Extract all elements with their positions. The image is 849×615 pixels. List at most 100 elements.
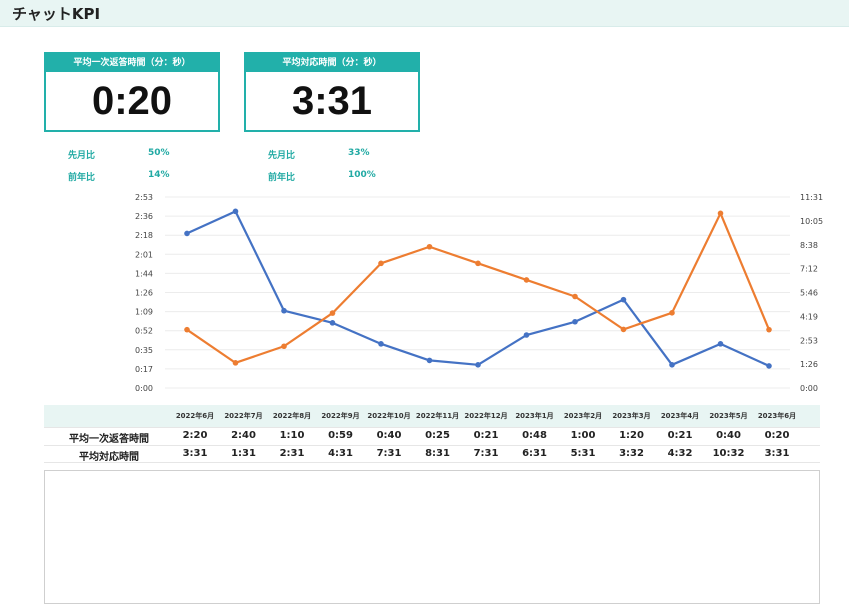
table-column-header: 2023年6月 <box>757 412 797 420</box>
left-axis-tick-label: 1:09 <box>135 308 153 317</box>
left-axis-tick-label: 0:35 <box>135 346 153 355</box>
data-point-first-response <box>329 320 336 326</box>
table-column-header: 2022年9月 <box>321 412 360 420</box>
table-column-header: 2023年2月 <box>563 412 603 420</box>
left-axis-tick-label: 1:44 <box>135 269 153 278</box>
table-cell: 2:31 <box>279 448 305 459</box>
data-point-handle-time <box>475 260 481 267</box>
table-column-header: 2022年8月 <box>272 412 312 420</box>
left-axis-tick-label: 2:18 <box>135 231 153 240</box>
table-cell: 8:31 <box>425 448 450 459</box>
left-axis-tick-label: 0:52 <box>135 327 153 336</box>
data-point-first-response <box>281 307 287 314</box>
kpi-yoy-label: 前年比 <box>268 173 296 183</box>
kpi-yoy-label: 前年比 <box>68 173 96 183</box>
data-point-handle-time <box>766 326 772 333</box>
right-axis-tick-label: 5:46 <box>800 289 818 298</box>
data-point-handle-time <box>572 293 578 300</box>
data-point-first-response <box>620 296 627 303</box>
kpi-card-label: 平均一次返答時間（分：秒） <box>46 54 218 72</box>
table-cell: 0:20 <box>764 430 790 441</box>
right-axis-tick-label: 4:19 <box>800 312 818 321</box>
kpi-line-chart: 0:00 0:17 0:35 0:52 1:09 1:26 1:44 2:01 2:18 2:36… <box>135 193 823 393</box>
table-row-label: 平均対応時間 <box>79 452 139 463</box>
kpi-mom-value: 50% <box>148 148 170 158</box>
kpi-mom-value: 33% <box>348 148 370 158</box>
table-cell: 3:31 <box>182 448 208 459</box>
page-header: チャットKPI <box>0 0 849 27</box>
data-point-first-response <box>766 363 772 369</box>
data-point-handle-time <box>232 360 239 366</box>
table-cell: 3:31 <box>764 448 790 459</box>
data-point-first-response <box>523 332 530 338</box>
table-cell: 0:25 <box>425 430 450 441</box>
data-point-first-response <box>669 362 675 368</box>
data-point-handle-time <box>329 310 336 316</box>
table-cell: 4:31 <box>328 448 353 459</box>
kpi-yoy-value: 14% <box>148 170 170 180</box>
table-cell: 0:21 <box>473 430 499 441</box>
table-cell: 6:31 <box>522 448 547 459</box>
table-divider <box>44 427 820 428</box>
kpi-mom-label: 先月比 <box>268 151 296 161</box>
data-point-handle-time <box>523 277 530 283</box>
data-point-handle-time <box>669 310 675 316</box>
table-column-header: 2023年5月 <box>709 412 748 420</box>
right-axis-tick-label: 10:05 <box>800 217 823 226</box>
series-line-first-response <box>186 210 770 367</box>
table-column-header: 2022年7月 <box>224 412 263 420</box>
table-cell: 0:40 <box>716 430 741 441</box>
right-axis-tick-label: 8:38 <box>800 241 818 250</box>
table-row-label: 平均一次返答時間 <box>69 434 149 445</box>
table-cell: 0:59 <box>328 430 353 441</box>
left-axis-tick-label: 2:53 <box>135 193 153 202</box>
left-axis-tick-label: 2:36 <box>135 212 153 221</box>
left-axis-tick-label: 0:17 <box>135 365 153 374</box>
kpi-card-value: 3:31 <box>291 79 373 123</box>
right-axis-tick-label: 11:31 <box>800 193 823 202</box>
table-divider <box>44 462 820 463</box>
right-axis-tick-label: 7:12 <box>800 265 818 274</box>
table-cell: 7:31 <box>376 448 402 459</box>
page-title: チャットKPI <box>12 5 101 23</box>
left-axis-tick-label: 1:26 <box>135 289 153 298</box>
series-line-handle-time <box>186 212 771 364</box>
table-column-header: 2023年1月 <box>515 412 554 420</box>
table-column-header: 2022年12月 <box>464 412 508 420</box>
kpi-card-label: 平均対応時間（分：秒） <box>246 54 418 72</box>
table-cell: 2:20 <box>182 430 208 441</box>
table-column-header: 2022年6月 <box>175 412 215 420</box>
data-point-handle-time <box>426 243 433 250</box>
table-column-header: 2023年3月 <box>612 412 651 420</box>
table-cell: 1:10 <box>279 430 305 441</box>
table-cell: 0:48 <box>522 430 547 441</box>
right-axis-tick-label: 2:53 <box>800 336 818 345</box>
kpi-card-first-response: 平均一次返答時間（分：秒） 0:20 <box>44 52 220 132</box>
table-column-header: 2022年11月 <box>415 412 460 420</box>
table-cell: 5:31 <box>570 448 596 459</box>
data-point-handle-time <box>184 326 190 333</box>
table-cell: 10:32 <box>712 448 745 459</box>
data-point-first-response <box>475 362 481 368</box>
table-cell: 1:20 <box>619 430 644 441</box>
data-point-first-response <box>572 318 578 325</box>
table-divider <box>44 445 820 446</box>
table-cell: 7:31 <box>473 448 499 459</box>
data-point-first-response <box>717 341 724 347</box>
data-point-first-response <box>426 357 433 364</box>
data-point-first-response <box>232 208 239 215</box>
notes-box[interactable] <box>44 470 820 604</box>
data-point-handle-time <box>717 210 724 217</box>
data-point-handle-time <box>281 343 287 350</box>
table-cell: 2:40 <box>231 430 256 441</box>
table-column-header: 2022年10月 <box>367 412 411 420</box>
table-cell: 1:00 <box>570 430 596 441</box>
table-cell: 4:32 <box>667 448 693 459</box>
table-cell: 0:21 <box>667 430 693 441</box>
table-cell: 0:40 <box>376 430 402 441</box>
kpi-card-value: 0:20 <box>91 79 173 123</box>
table-column-header: 2023年4月 <box>660 412 700 420</box>
table-cell: 3:32 <box>619 448 644 459</box>
data-point-first-response <box>184 230 190 237</box>
table-header-row <box>44 405 820 427</box>
